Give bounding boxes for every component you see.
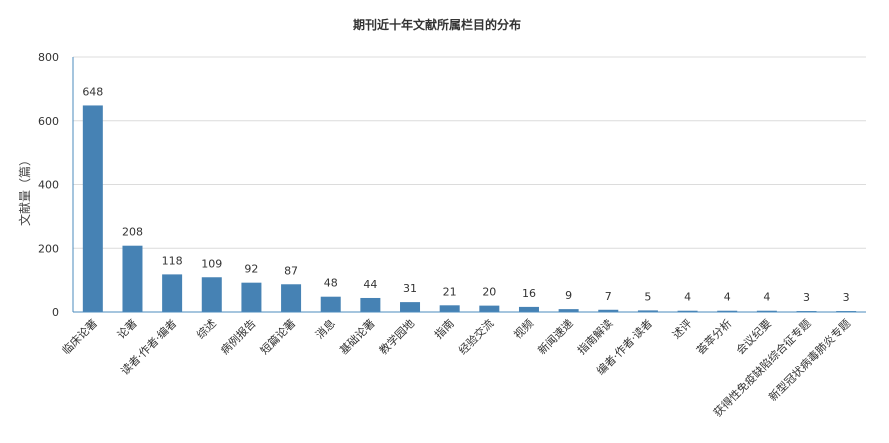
bar	[756, 310, 777, 312]
data-label: 648	[82, 85, 103, 98]
x-tick-label: 消息	[312, 316, 337, 341]
bar	[518, 306, 539, 312]
data-label: 20	[482, 286, 496, 299]
x-tick-label: 教学园地	[376, 316, 417, 357]
y-tick-label: 0	[52, 306, 59, 319]
data-label: 44	[363, 278, 377, 291]
y-axis-ticks: 0 200 400 600 800	[38, 51, 59, 319]
bars	[82, 105, 857, 312]
bar	[360, 297, 381, 312]
bar	[281, 284, 302, 312]
data-label: 92	[244, 263, 258, 276]
data-label: 87	[284, 264, 298, 277]
x-tick-label: 会议纪要	[734, 317, 774, 357]
data-label: 16	[522, 287, 536, 300]
x-tick-label: 视频	[511, 316, 536, 341]
data-label: 5	[644, 290, 651, 303]
bar	[400, 302, 421, 312]
data-label: 48	[324, 277, 338, 290]
data-label: 4	[763, 291, 770, 304]
data-label: 9	[565, 289, 572, 302]
x-tick-label: 指南解读	[574, 316, 615, 357]
grid-lines	[73, 56, 866, 249]
data-label: 31	[403, 282, 417, 295]
y-tick-label: 800	[38, 51, 59, 64]
bar	[82, 105, 103, 312]
data-label: 208	[122, 226, 143, 239]
x-tick-label: 综述	[193, 316, 218, 341]
y-axis-label: 文献量（篇）	[17, 154, 32, 226]
x-tick-label: 荟萃分析	[693, 316, 734, 357]
x-tick-label: 述评	[670, 317, 695, 342]
data-label: 3	[843, 291, 850, 304]
x-tick-label: 基础论著	[336, 316, 377, 357]
x-tick-label: 短篇论著	[257, 316, 298, 357]
bar	[598, 309, 619, 312]
bar	[479, 305, 500, 312]
data-label: 21	[443, 285, 457, 298]
bar	[439, 305, 460, 312]
x-tick-label: 新闻速递	[535, 316, 576, 357]
data-label: 7	[605, 290, 612, 303]
x-tick-label: 临床论著	[59, 316, 100, 357]
bar	[162, 274, 183, 312]
bar	[201, 277, 222, 312]
bar	[677, 310, 698, 312]
data-label: 118	[162, 254, 183, 267]
data-label: 3	[803, 291, 810, 304]
data-label: 4	[684, 291, 691, 304]
bar	[558, 309, 579, 312]
y-tick-label: 200	[38, 242, 59, 255]
bar	[637, 310, 658, 312]
y-tick-label: 400	[38, 179, 59, 192]
x-tick-label: 指南	[431, 316, 456, 341]
x-tick-label: 病例报告	[218, 316, 259, 357]
x-tick-label: 论著	[114, 316, 139, 341]
bar	[717, 310, 738, 312]
chart-title: 期刊近十年文献所属栏目的分布	[353, 17, 521, 32]
x-tick-label: 经验交流	[455, 316, 496, 357]
data-label: 4	[724, 291, 731, 304]
bar	[320, 296, 341, 312]
bar	[241, 282, 262, 312]
y-tick-label: 600	[38, 115, 59, 128]
data-label: 109	[201, 257, 222, 270]
bar	[122, 245, 143, 312]
